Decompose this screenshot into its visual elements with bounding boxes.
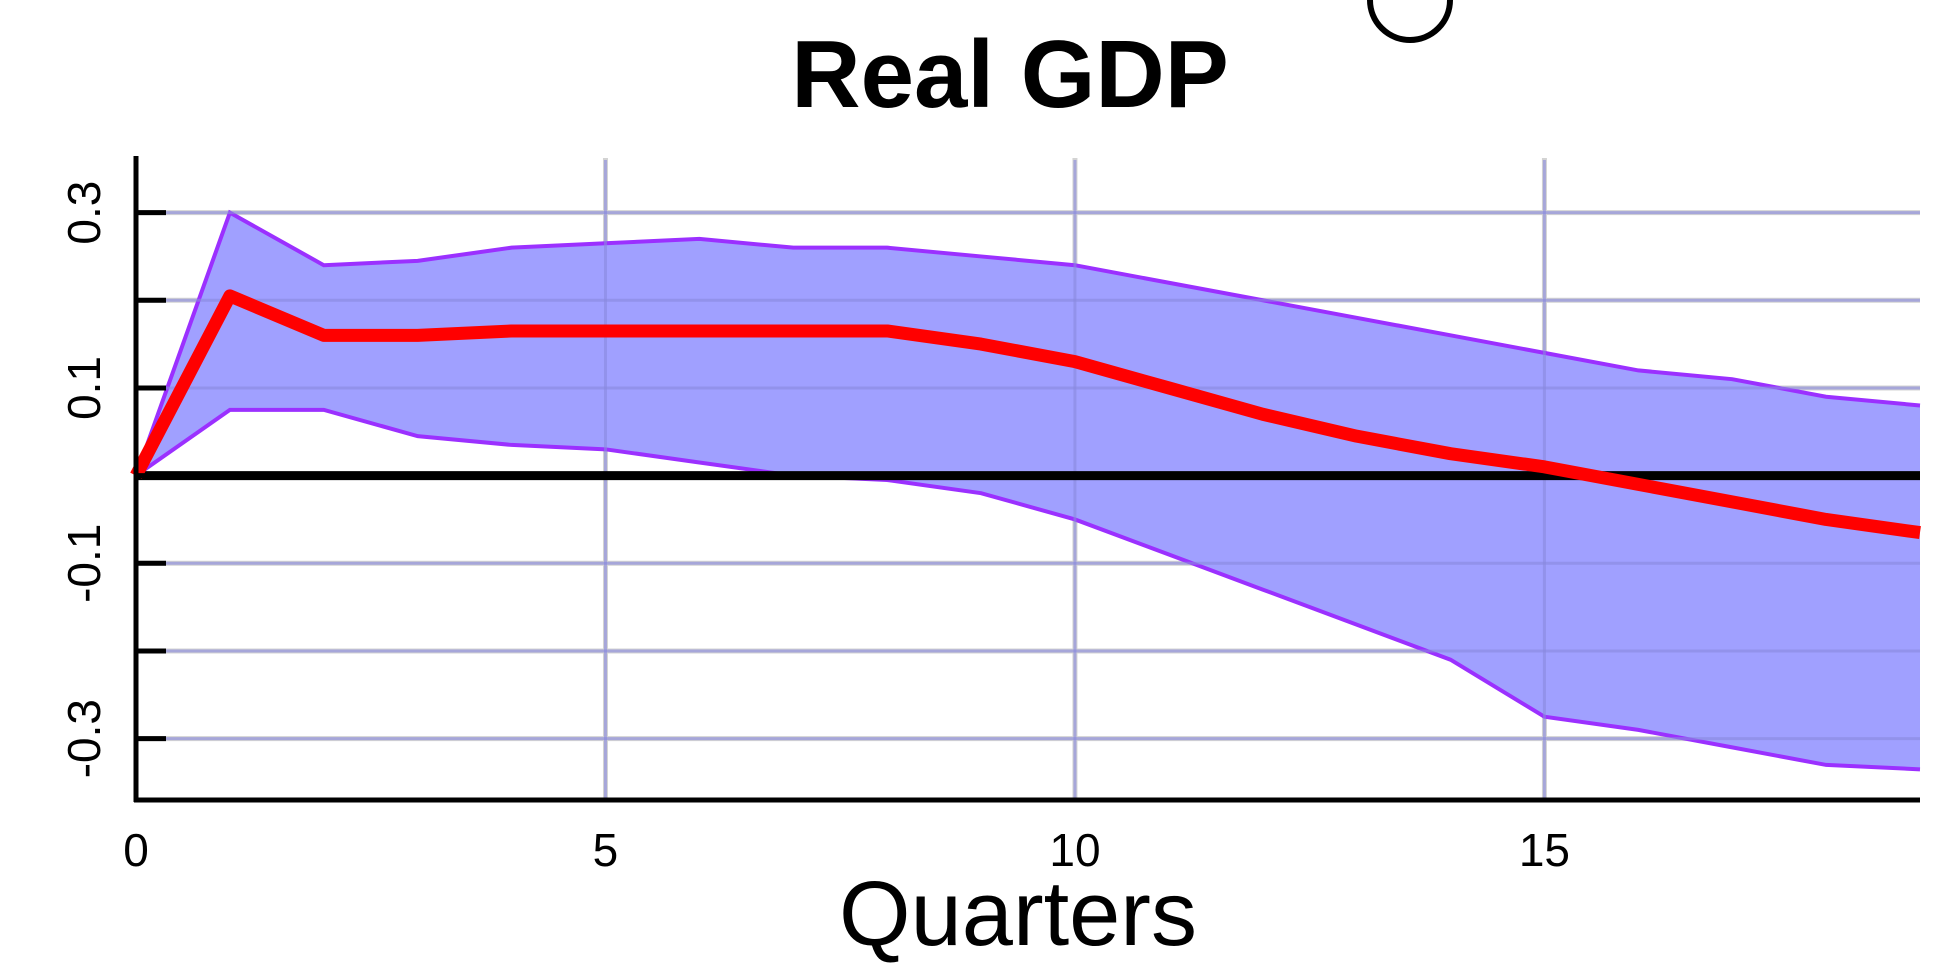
y-tick-label: 0.3 [58,181,110,245]
impulse-response-line [130,289,1921,540]
x-tick-label: 15 [1519,824,1570,876]
partial-circle-glyph [1367,0,1453,43]
confidence-band-area [136,212,1920,770]
y-tick-label: 0.1 [58,356,110,420]
x-tick-label: 0 [123,824,149,876]
x-tick-label: 5 [593,824,619,876]
y-tick-label: -0.3 [58,699,110,778]
confidence-band [134,160,1921,800]
y-tick-label: -0.1 [58,524,110,603]
chart-title: Real GDP [791,21,1228,128]
x-tick-label: 10 [1049,824,1100,876]
tick-labels: -0.3 -0.1 0.1 0.3 0 5 10 15 [58,181,1570,876]
partial-circle-arc [1367,0,1453,43]
response-line-layer [130,289,1921,540]
upper-band-line [134,209,1921,477]
axes [133,156,1920,803]
x-axis-label: Quarters [839,863,1197,965]
lower-band-line [134,407,1921,772]
